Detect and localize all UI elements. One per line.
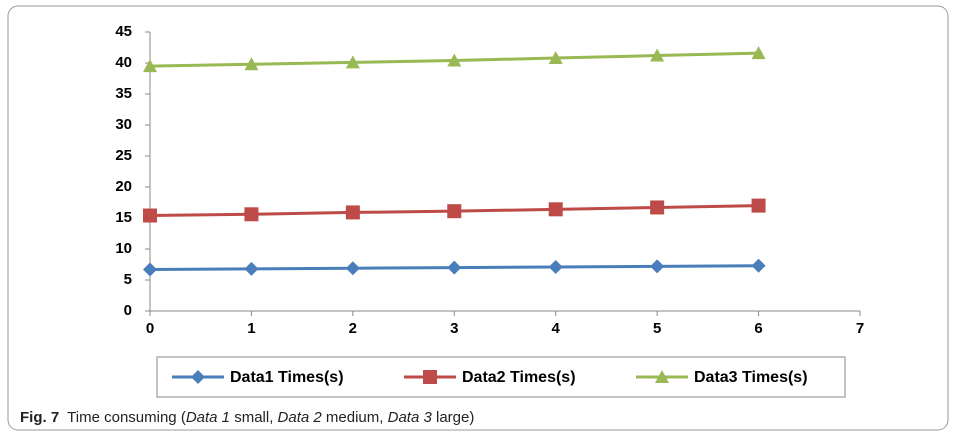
frame	[7, 5, 949, 431]
legend-label: Data2 Times(s)	[462, 369, 576, 386]
marker	[423, 370, 437, 384]
marker	[345, 55, 360, 69]
caption-text: Data 3	[388, 409, 433, 426]
marker	[345, 205, 360, 220]
y-tick-label: 20	[115, 178, 132, 195]
x-tick-label: 4	[552, 320, 561, 337]
marker	[548, 259, 563, 274]
y-tick-label: 35	[115, 85, 132, 102]
legend-label: Data3 Times(s)	[694, 369, 808, 386]
marker	[244, 261, 259, 276]
x-tick-label: 7	[856, 320, 864, 337]
caption-text: medium,	[322, 409, 388, 426]
x-tick-label: 3	[450, 320, 458, 337]
marker	[143, 208, 157, 223]
y-tick-label: 15	[115, 209, 132, 226]
marker	[650, 200, 665, 215]
marker	[143, 59, 157, 73]
marker	[447, 260, 462, 275]
caption-text: large)	[432, 409, 475, 426]
legend-label: Data1 Times(s)	[230, 369, 344, 386]
marker	[244, 207, 259, 222]
x-tick-label: 0	[146, 320, 154, 337]
caption-text: Time consuming (	[67, 409, 186, 426]
marker	[143, 262, 157, 277]
marker	[244, 57, 259, 71]
y-tick-label: 30	[115, 116, 132, 133]
caption: Fig. 7 Time consuming (Data 1 small, Data…	[20, 409, 474, 426]
y-tick-label: 45	[115, 23, 132, 40]
marker	[650, 48, 665, 62]
marker	[345, 261, 360, 276]
marker	[751, 198, 766, 213]
y-tick-label: 5	[124, 271, 132, 288]
marker	[751, 258, 766, 273]
caption-label: Fig. 7	[20, 409, 59, 426]
y-tick-label: 10	[115, 240, 132, 257]
marker	[655, 370, 669, 383]
marker	[751, 46, 766, 60]
x-tick-label: 1	[247, 320, 255, 337]
marker	[548, 51, 563, 65]
caption-text: small,	[230, 409, 278, 426]
x-tick-label: 5	[653, 320, 661, 337]
y-tick-label: 40	[115, 54, 132, 71]
y-tick-label: 25	[115, 147, 132, 164]
x-tick-label: 2	[349, 320, 357, 337]
legend-box	[156, 356, 846, 398]
caption-text: Data 2	[278, 409, 323, 426]
x-tick-label: 6	[754, 320, 762, 337]
marker	[650, 259, 665, 274]
caption-text: Data 1	[186, 409, 230, 426]
marker	[191, 370, 205, 384]
marker	[548, 202, 563, 217]
marker	[447, 53, 462, 67]
marker	[447, 204, 462, 219]
y-tick-label: 0	[124, 302, 132, 319]
